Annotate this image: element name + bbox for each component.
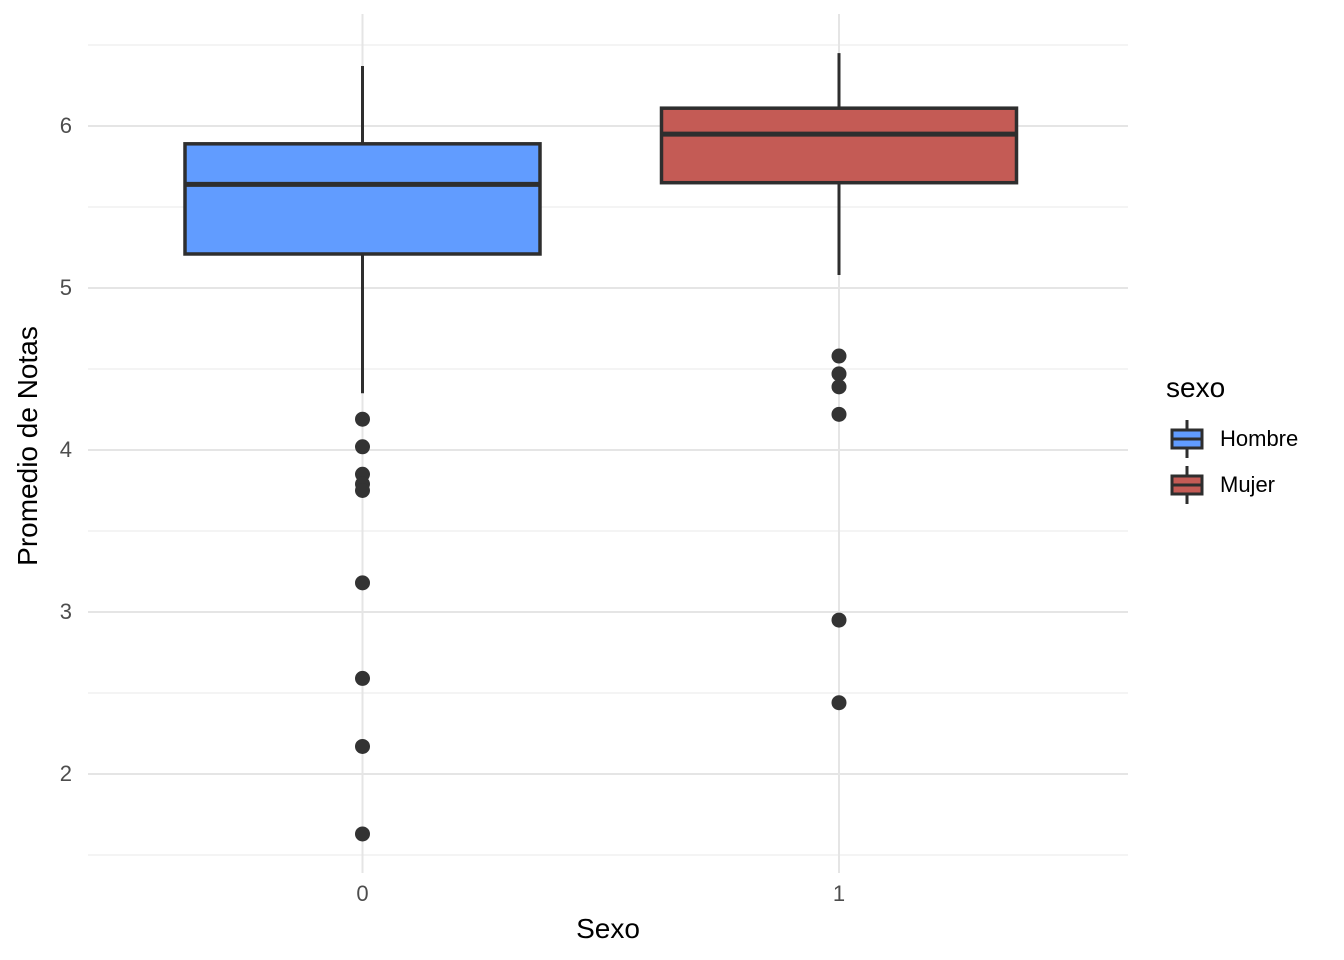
outlier-dot-hombre bbox=[355, 738, 370, 754]
outlier-dot-hombre bbox=[355, 483, 370, 498]
outlier-dot-mujer bbox=[831, 406, 847, 422]
legend-label-hombre: Hombre bbox=[1220, 426, 1299, 451]
legend: sexo Hombre Mujer bbox=[1166, 372, 1342, 510]
x-tick-label-1: 1 bbox=[832, 881, 846, 906]
outlier-dot-hombre bbox=[355, 826, 370, 842]
outlier-dot-mujer bbox=[831, 379, 847, 395]
box-hombre bbox=[183, 142, 542, 256]
y-axis-title: Promedio de Notas bbox=[12, 326, 43, 566]
outlier-dot-mujer bbox=[831, 612, 847, 628]
x-axis-title: Sexo bbox=[576, 913, 640, 944]
y-tick-label-6: 6 bbox=[59, 113, 72, 138]
outlier-dot-mujer bbox=[831, 695, 847, 711]
legend-item-mujer: Mujer bbox=[1166, 464, 1342, 506]
legend-label-mujer: Mujer bbox=[1220, 472, 1276, 497]
outlier-dot-mujer bbox=[831, 366, 847, 382]
box-mujer bbox=[659, 106, 1019, 185]
x-tick-label-0: 0 bbox=[356, 881, 369, 906]
legend-title: sexo bbox=[1166, 372, 1226, 403]
outlier-dot-hombre bbox=[355, 439, 370, 455]
outlier-dot-mujer bbox=[831, 348, 847, 364]
boxplot-key-icon-mujer bbox=[1170, 466, 1204, 504]
y-tick-label-4: 4 bbox=[59, 437, 72, 462]
legend-item-hombre: Hombre bbox=[1166, 418, 1342, 460]
outlier-dot-hombre bbox=[355, 575, 370, 591]
y-tick-label-2: 2 bbox=[59, 761, 72, 786]
y-tick-label-3: 3 bbox=[59, 599, 72, 624]
outlier-dot-hombre bbox=[355, 670, 370, 686]
boxplot-key-icon-hombre bbox=[1170, 420, 1204, 458]
outlier-dot-hombre bbox=[355, 411, 370, 427]
y-tick-label-5: 5 bbox=[59, 275, 72, 300]
